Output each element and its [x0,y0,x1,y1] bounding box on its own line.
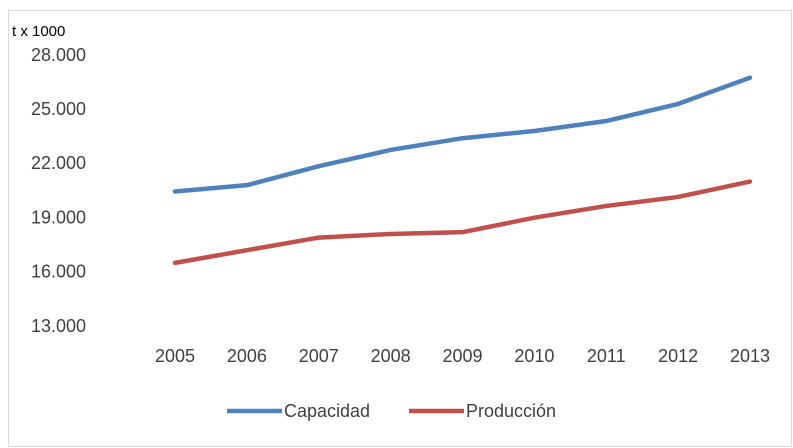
line-series [172,75,753,194]
y-tick-label: 22.000 [31,153,86,173]
x-tick-label: 2009 [442,346,482,366]
x-tick-label: 2013 [730,346,770,366]
y-tick-label: 16.000 [31,262,86,282]
y-tick-label: 13.000 [31,316,86,336]
x-tick-label: 2010 [514,346,554,366]
y-tick-label: 28.000 [31,45,86,65]
x-tick-label: 2012 [658,346,698,366]
x-tick-label: 2005 [155,346,195,366]
line-series [172,179,753,266]
legend-label: Capacidad [284,401,370,421]
x-tick-label: 2007 [299,346,339,366]
legend-label: Producción [466,401,556,421]
y-unit-label: t x 1000 [12,23,65,40]
x-tick-label: 2011 [587,346,626,366]
y-tick-label: 25.000 [31,99,86,119]
x-tick-label: 2008 [371,346,411,366]
x-tick-label: 2006 [227,346,267,366]
y-tick-label: 19.000 [31,207,86,227]
chart-border [8,10,792,447]
